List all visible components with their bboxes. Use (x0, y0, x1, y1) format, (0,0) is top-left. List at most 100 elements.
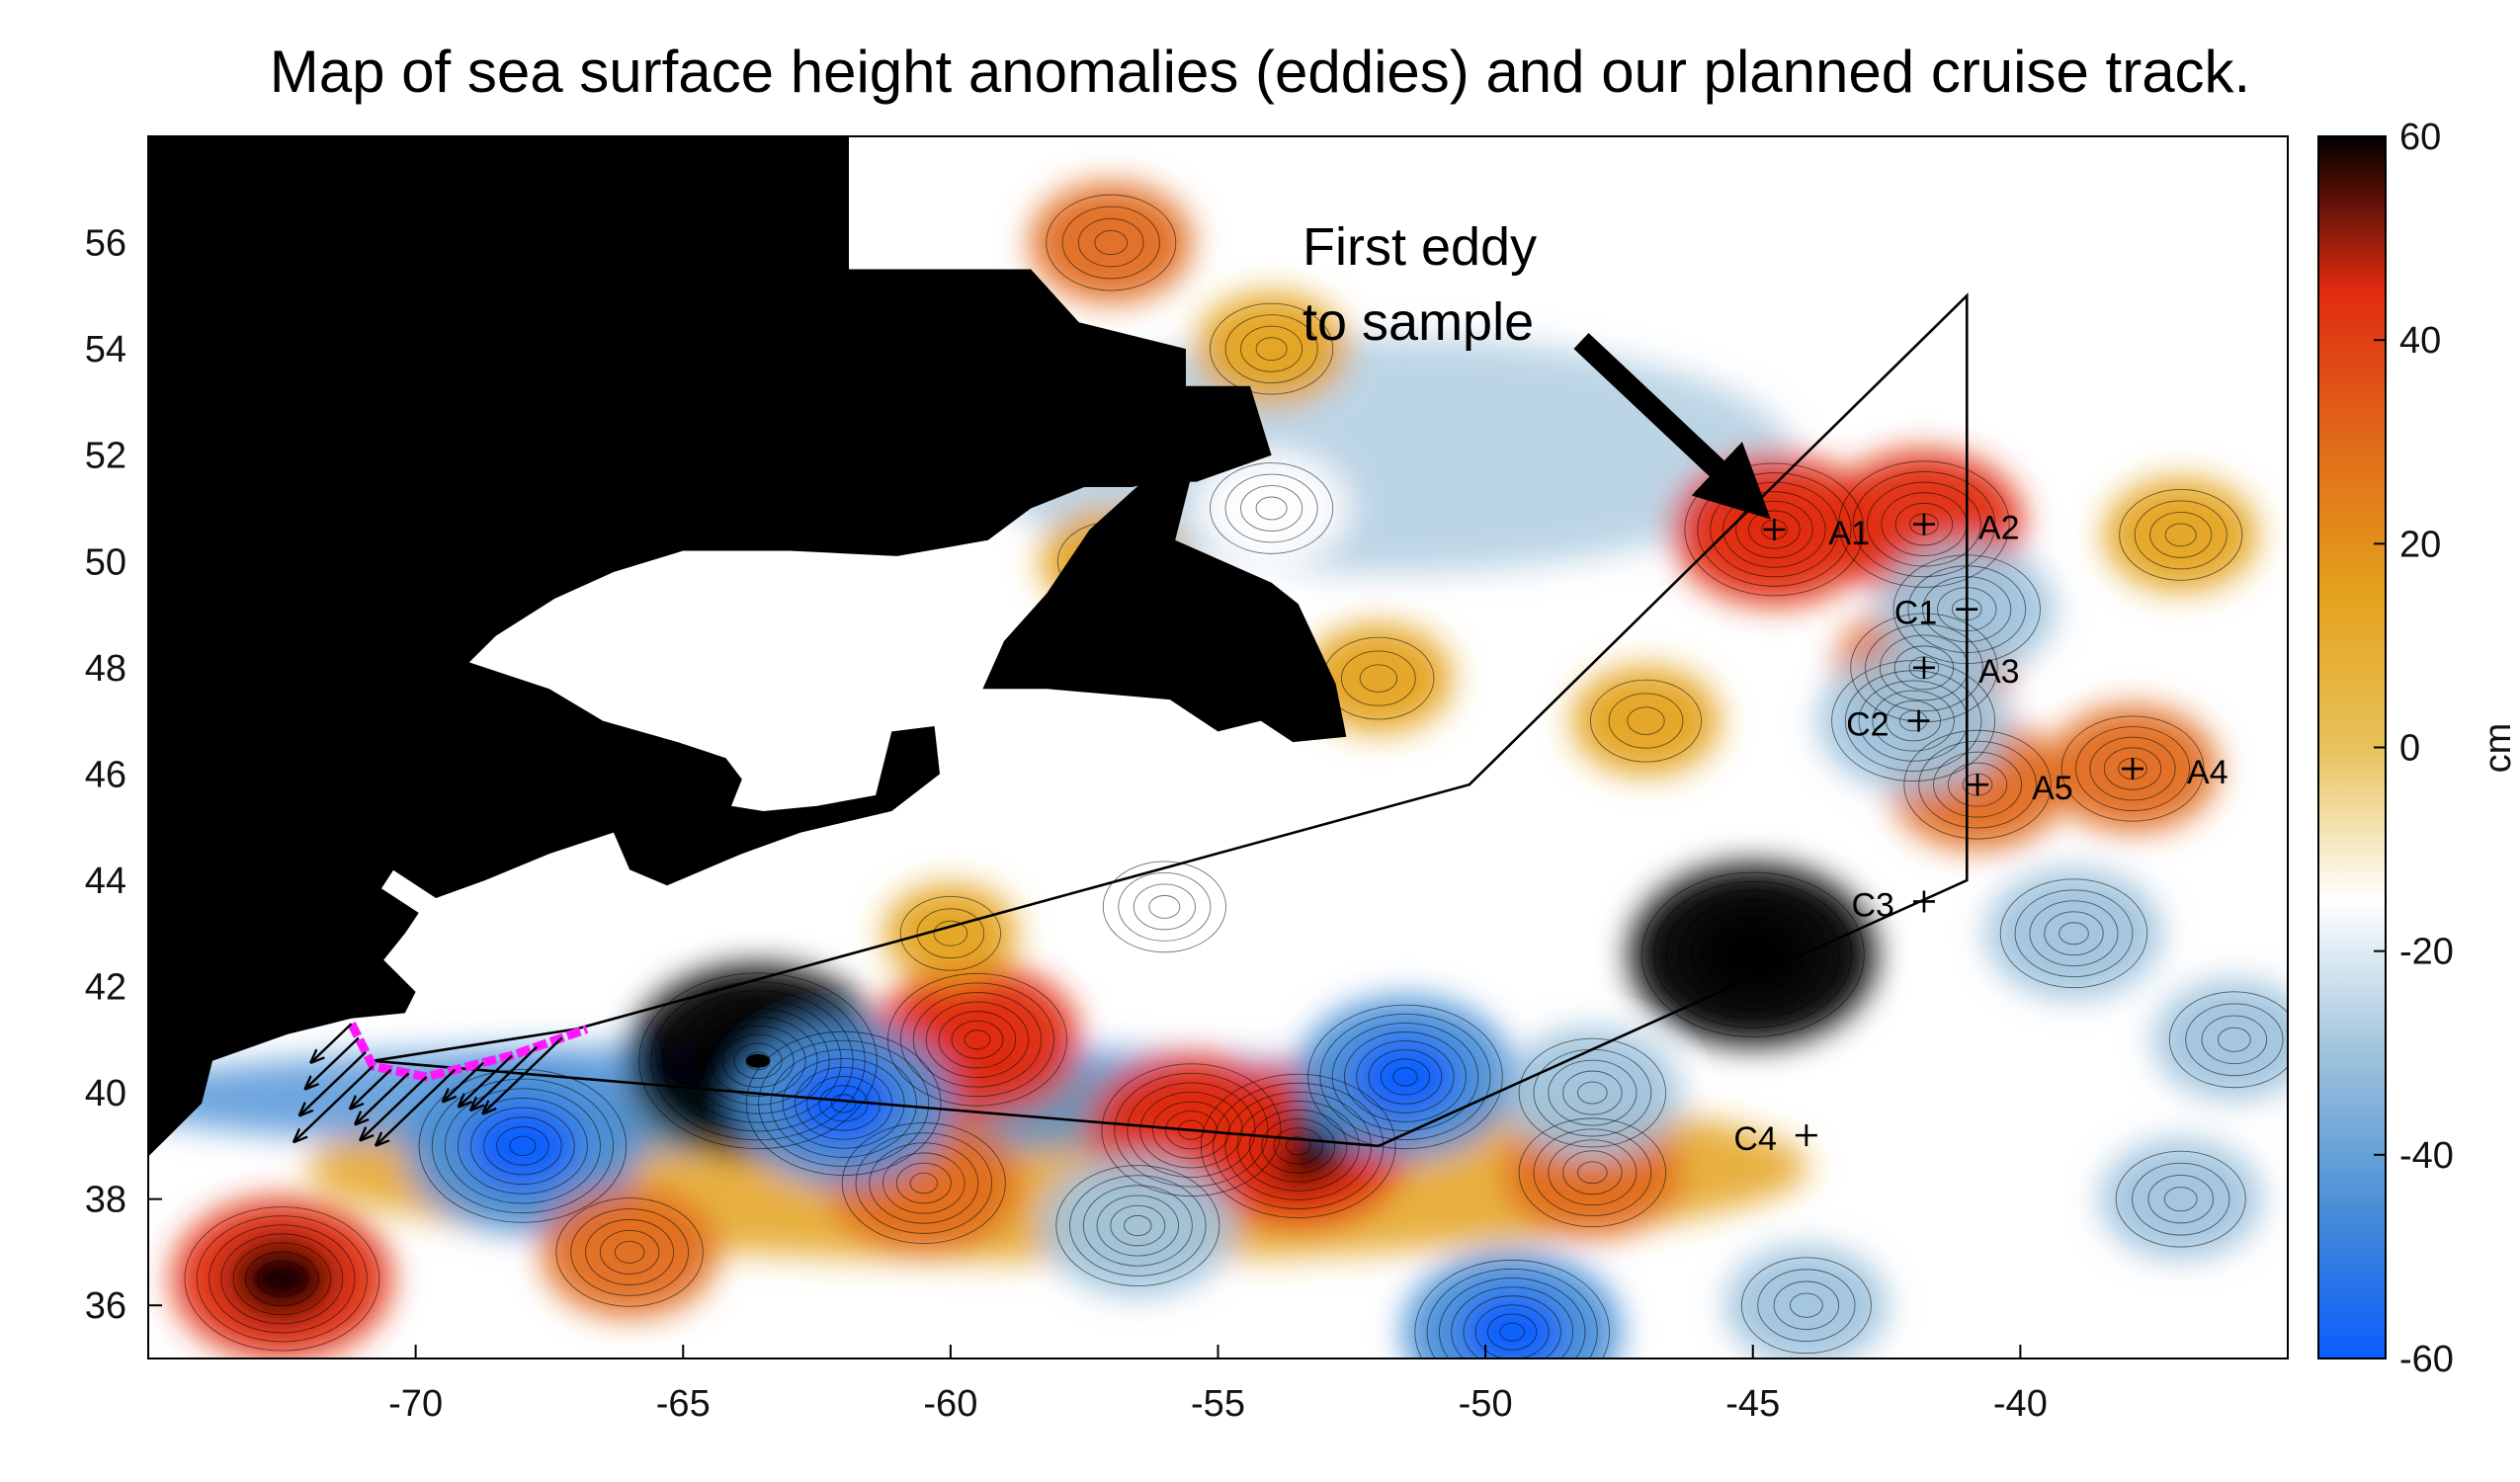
site-label-c3: C3 (1851, 886, 1893, 924)
contour-7-2 (1748, 510, 1801, 549)
contour-1-2 (733, 1042, 783, 1080)
contour-32-2 (1487, 1313, 1538, 1351)
eddy-core-5 (229, 1238, 335, 1319)
eddy-30 (1724, 1245, 1888, 1358)
contour-34-1 (1148, 894, 1181, 919)
eddy-25 (1504, 1028, 1681, 1158)
current-vector (362, 1076, 428, 1139)
contour-12-4 (1046, 194, 1177, 291)
y-tick-label: 56 (85, 223, 126, 265)
contour-17-1 (1577, 1161, 1608, 1185)
contour-2-2 (1273, 1127, 1323, 1165)
contour-24-6 (1055, 1165, 1220, 1287)
contour-0-7 (1665, 890, 1840, 1020)
contour-2-3 (1261, 1118, 1336, 1174)
site-a4: A4 (2122, 754, 2228, 791)
contour-30-2 (1773, 1280, 1840, 1330)
y-tick-label: 46 (85, 754, 126, 795)
contour-35-2 (916, 908, 985, 959)
contour-27-2 (1240, 485, 1303, 532)
eddy-35 (883, 883, 1018, 983)
contour-6-4 (869, 1142, 979, 1224)
x-tick-label: -40 (1993, 1383, 2048, 1425)
eddy-16 (2104, 477, 2258, 592)
contour-20-8 (418, 1068, 628, 1223)
eddy-core-32 (1460, 1291, 1565, 1358)
contour-12-3 (1061, 206, 1160, 280)
contour-24-3 (1096, 1194, 1180, 1257)
contour-6-2 (895, 1162, 952, 1204)
contour-5-6 (209, 1224, 356, 1334)
contour-3-4 (1139, 1092, 1243, 1169)
contour-20-5 (457, 1098, 588, 1194)
contour-33-3 (585, 1219, 675, 1285)
contour-4-2 (951, 1020, 1004, 1059)
contour-5-4 (232, 1242, 331, 1316)
contour-28-4 (2014, 889, 2134, 978)
x-tick-label: -60 (923, 1383, 977, 1425)
site-c1: C1 (1894, 595, 1978, 632)
contour-21-4 (1356, 1040, 1455, 1113)
site-c4: C4 (1733, 1120, 1817, 1158)
colorbar-tick-label: -40 (2399, 1135, 2454, 1177)
contour-2-4 (1249, 1110, 1348, 1183)
contour-24-5 (1069, 1175, 1207, 1276)
contour-1-7 (674, 999, 842, 1123)
contour-28-1 (2058, 922, 2089, 946)
contour-28-2 (2044, 911, 2104, 956)
contour-12-2 (1078, 217, 1144, 268)
site-label-c4: C4 (1733, 1120, 1776, 1158)
contour-8-6 (1838, 460, 2010, 588)
contour-32-7 (1426, 1269, 1598, 1358)
eddy-28 (1985, 867, 2162, 999)
contour-24-1 (1124, 1214, 1152, 1237)
contour-30-3 (1757, 1269, 1856, 1343)
contour-19-5 (782, 1057, 905, 1149)
site-label-a2: A2 (1978, 510, 2020, 547)
contour-35-1 (933, 920, 968, 947)
contour-32-6 (1438, 1277, 1586, 1358)
eddy-31 (2099, 1139, 2262, 1260)
contour-32-5 (1451, 1286, 1574, 1358)
contour-22-3 (1872, 690, 1955, 752)
current-vector (301, 1050, 367, 1114)
site-label-a1: A1 (1828, 515, 1870, 552)
colorbar-tick-label: -60 (2399, 1339, 2454, 1380)
contour-0-6 (1678, 899, 1828, 1011)
contour-5-2 (257, 1260, 307, 1297)
contour-4-4 (925, 1001, 1030, 1079)
contour-11-3 (2089, 736, 2176, 801)
contour-5-5 (220, 1233, 344, 1325)
contour-0-3 (1715, 927, 1791, 983)
y-tick-label: 36 (85, 1285, 126, 1327)
contour-20-4 (470, 1107, 575, 1186)
contour-17-2 (1562, 1150, 1623, 1195)
contour-5-1 (269, 1269, 295, 1288)
contour-5-3 (244, 1251, 319, 1307)
site-a1: A1 (1763, 515, 1870, 552)
y-tick-label: 38 (85, 1180, 126, 1221)
contour-29-3 (2185, 1003, 2284, 1077)
contour-22-6 (1831, 660, 1996, 782)
contour-16-3 (2134, 500, 2227, 570)
contour-0-9 (1640, 871, 1865, 1037)
colorbar-tick-label: 0 (2399, 728, 2420, 770)
eddy-core-19 (791, 1063, 896, 1144)
eddy-15 (1571, 666, 1721, 776)
contour-13-4 (1210, 302, 1334, 395)
contour-0-8 (1653, 880, 1853, 1029)
contour-4-3 (938, 1011, 1017, 1069)
contour-21-8 (1307, 1004, 1503, 1150)
contour-19-6 (770, 1048, 917, 1158)
contour-25-3 (1548, 1059, 1638, 1126)
contour-10-3 (1933, 751, 2023, 818)
contour-3-2 (1165, 1111, 1218, 1150)
current-location-arrow (380, 869, 579, 1005)
eddy-12 (1030, 183, 1193, 303)
contour-19-1 (830, 1094, 857, 1113)
contour-20-3 (483, 1116, 562, 1176)
contour-31-4 (2115, 1150, 2246, 1248)
contour-12-1 (1094, 230, 1129, 256)
contour-9-4 (1865, 623, 1983, 712)
contour-34-2 (1133, 883, 1196, 931)
